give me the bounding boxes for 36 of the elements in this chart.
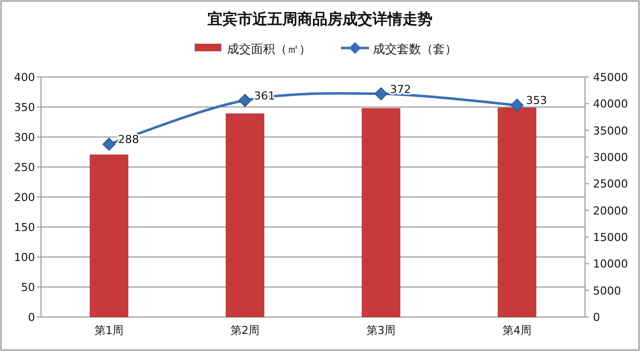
point [374,87,388,100]
y2-tick-label: 5000 [593,284,621,298]
y2-tick-label: 15000 [593,231,628,244]
point [102,138,116,151]
x-tick-label: 第3周 [366,324,396,337]
legend-label: 成交面积（㎡） [227,42,311,56]
bar [226,114,264,318]
y-tick-label: 0 [28,311,35,324]
legend-label: 成交套数（套） [373,42,457,56]
x-tick-label: 第4周 [502,324,532,337]
y-tick-label: 300 [14,131,35,144]
point [238,94,252,107]
y2-tick-label: 0 [593,311,600,324]
y-tick-label: 100 [14,251,35,264]
y-tick-label: 250 [14,161,35,174]
y2-tick-label: 40000 [593,98,628,111]
y-tick-label: 200 [14,191,35,204]
y2-tick-label: 20000 [593,204,628,218]
point [510,98,524,112]
bar [498,108,536,318]
y2-tick-label: 25000 [593,178,628,191]
x-tick-label: 第1周 [94,324,124,337]
data-label: 353 [526,94,547,108]
bar [90,154,128,318]
y2-tick-label: 10000 [593,258,628,271]
data-label: 372 [390,82,411,96]
bar [362,108,400,318]
x-tick-label: 第2周 [230,324,260,337]
y2-tick-label: 35000 [593,124,628,138]
y-tick-label: 350 [14,101,35,114]
y-tick-label: 50 [21,281,35,294]
y2-tick-label: 30000 [593,151,628,164]
chart-title: 宜宾市近五周商品房成交详情走势 [208,10,432,28]
y2-tick-label: 45000 [593,71,628,84]
y-tick-label: 400 [14,71,35,84]
y-tick-label: 150 [14,221,35,234]
